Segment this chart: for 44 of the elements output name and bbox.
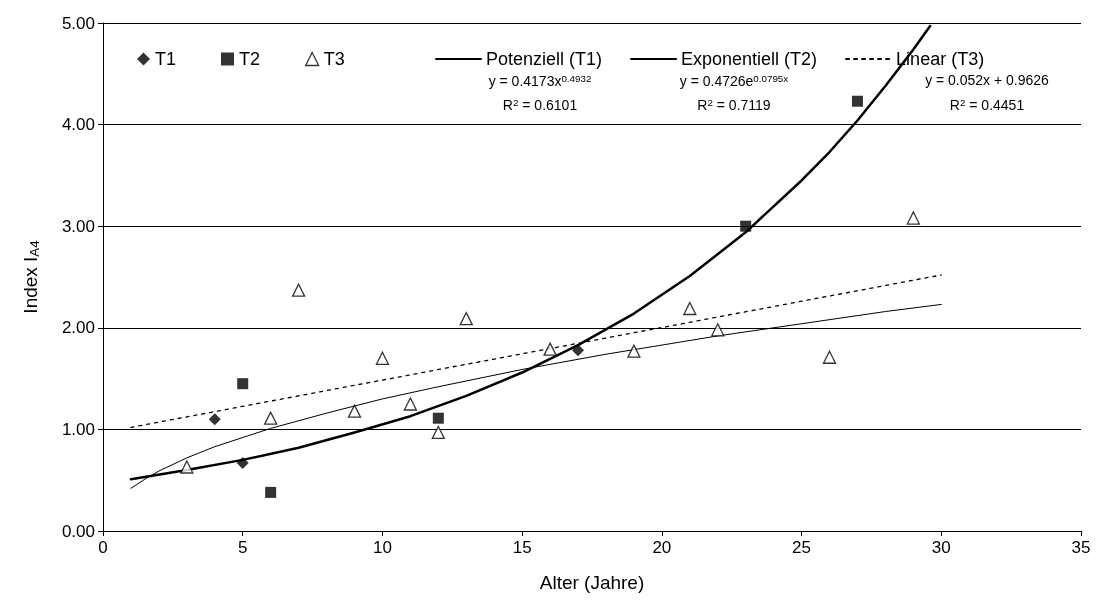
point (403, 397, 418, 411)
point (822, 350, 837, 364)
x-tick-label: 5 (237, 538, 248, 557)
legend-label: Exponentiell (T2) (681, 49, 818, 69)
point (236, 456, 249, 469)
x-tick-label: 25 (792, 538, 812, 557)
annotation: y = 0.052x + 0.9626 (925, 72, 1050, 88)
x-tick-label: 35 (1071, 538, 1091, 557)
y-tick-label: 2.00 (61, 318, 95, 338)
point (432, 412, 444, 424)
point (543, 342, 557, 356)
x-tick-label: 15 (512, 538, 532, 557)
x-axis-title: Alter (Jahre) (539, 572, 645, 593)
point (291, 283, 306, 297)
y-axis-title: Index IA4 (19, 240, 42, 314)
point (459, 312, 473, 326)
y-tick-label: 5.00 (61, 13, 95, 33)
point (431, 425, 445, 440)
legend-label: Potenziell (T1) (486, 49, 603, 69)
point (265, 486, 277, 498)
x-tick-label: 30 (931, 538, 951, 557)
legend-label: T1 (155, 49, 177, 69)
point (851, 95, 863, 107)
y-tick-label: 0.00 (61, 521, 95, 541)
point (237, 378, 249, 390)
point (906, 211, 920, 225)
y-tick-label: 1.00 (61, 419, 95, 439)
point (375, 351, 390, 365)
y-tick-label: 4.00 (61, 115, 95, 135)
point (572, 344, 585, 357)
point (208, 413, 221, 426)
point (683, 301, 697, 316)
point (180, 460, 194, 474)
x-tick-label: 10 (372, 538, 392, 557)
point (740, 220, 752, 232)
legend-label: T3 (323, 49, 345, 69)
x-tick-label: 0 (98, 538, 108, 557)
point (627, 344, 641, 358)
y-tick-label: 3.00 (61, 216, 95, 236)
point (711, 323, 725, 337)
point (264, 411, 278, 425)
legend-label: T2 (239, 49, 261, 69)
x-tick-label: 20 (652, 538, 672, 557)
point (347, 404, 362, 418)
